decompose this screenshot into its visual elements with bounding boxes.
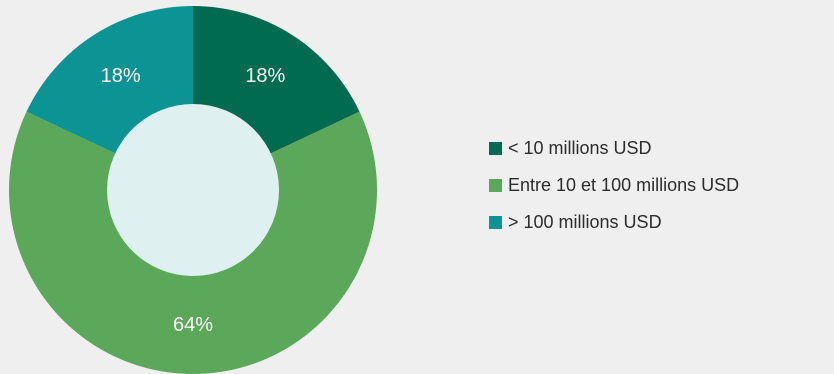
legend-swatch-under-10m xyxy=(489,141,502,155)
slice-label-over-100m: 18% xyxy=(101,65,141,87)
donut-hole xyxy=(107,104,279,276)
legend-item-10-to-100m: Entre 10 et 100 millions USD xyxy=(489,174,834,196)
legend-swatch-10-to-100m xyxy=(489,178,502,192)
slice-label-under-10m: 18% xyxy=(245,65,285,87)
legend-label-under-10m: < 10 millions USD xyxy=(508,137,652,158)
legend-swatch-over-100m xyxy=(489,215,502,229)
chart-legend: < 10 millions USD Entre 10 et 100 millio… xyxy=(489,137,834,248)
slice-label-10-to-100m: 64% xyxy=(173,314,213,336)
legend-label-10-to-100m: Entre 10 et 100 millions USD xyxy=(508,174,740,195)
slice-labels: 18% 64% 18% xyxy=(101,65,286,336)
legend-label-over-100m: > 100 millions USD xyxy=(508,211,662,232)
legend-item-under-10m: < 10 millions USD xyxy=(489,137,834,159)
legend-item-over-100m: > 100 millions USD xyxy=(489,211,834,233)
